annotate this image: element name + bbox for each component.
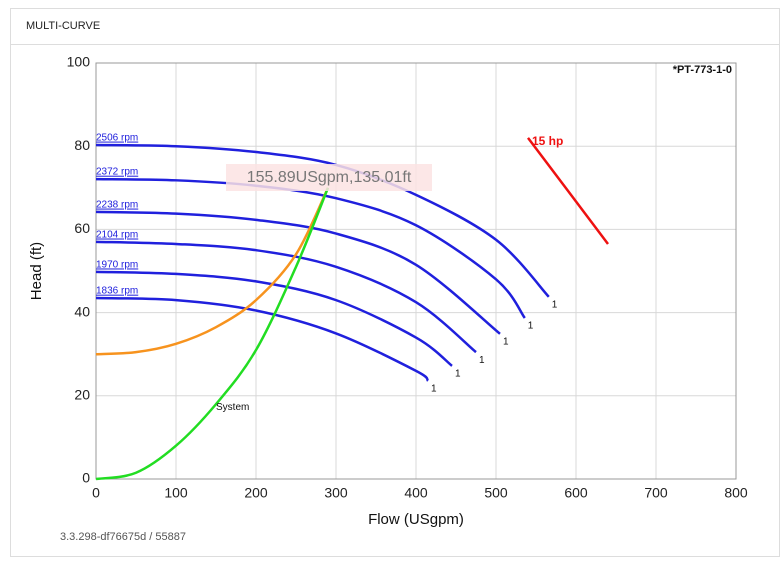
x-tick-label: 800: [724, 485, 748, 501]
legend-label: 15 hp: [532, 134, 563, 148]
y-tick-label: 0: [82, 470, 90, 486]
tooltip: 155.89USgpm,135.01ft: [247, 169, 412, 186]
panel-border: [10, 8, 780, 557]
curve: [95, 187, 330, 356]
curve-end-label: 1: [528, 321, 534, 332]
legend-label: 2104 rpm: [96, 230, 138, 241]
curve-end-label: 1: [479, 355, 485, 366]
curve: [95, 177, 526, 319]
tooltip-box: [226, 164, 432, 191]
y-axis-title: Head (ft): [28, 242, 45, 300]
curve-end-label: 1: [455, 368, 461, 379]
curve: [95, 210, 501, 335]
curve-end-label: 1: [503, 336, 509, 347]
x-tick-label: 300: [324, 485, 348, 501]
plot: 0 100 200 300 400 500 600 700 800 0 20 40 60 80 100 1 25…: [67, 54, 748, 501]
curve: [95, 296, 429, 382]
curve-end-label: 1: [431, 383, 437, 394]
y-tick-label: 60: [74, 220, 90, 236]
x-tick-label: 0: [92, 485, 100, 501]
y-tick-label: 100: [67, 54, 91, 70]
x-tick-label: 700: [644, 485, 668, 501]
legend-label: System: [216, 402, 249, 413]
legend-label: 2372 rpm: [96, 167, 138, 178]
x-axis-title: Flow (USgpm): [368, 511, 464, 528]
x-tick-label: 400: [404, 485, 428, 501]
panel-title: MULTI-CURVE: [26, 20, 100, 32]
plot-border: [95, 62, 737, 480]
x-tick-label: 600: [564, 485, 588, 501]
legend-label: 2506 rpm: [96, 133, 138, 144]
legend-label: 2238 rpm: [96, 200, 138, 211]
footer: 3.3.298-df76675d / 55887: [60, 531, 186, 543]
legend-label: 1836 rpm: [96, 286, 138, 297]
curve-end-label: 1: [552, 299, 558, 310]
model-label: *PT-773-1-0: [673, 64, 732, 76]
y-tick-label: 40: [74, 303, 90, 319]
legend-label: 1970 rpm: [96, 259, 138, 270]
curve: [95, 270, 453, 367]
x-tick-label: 100: [164, 485, 188, 501]
x-tick-label: 500: [484, 485, 508, 501]
x-tick-label: 200: [244, 485, 268, 501]
y-tick-label: 20: [74, 387, 90, 403]
curve: [95, 187, 330, 481]
curve: [527, 137, 609, 245]
y-tick-label: 80: [74, 137, 90, 153]
